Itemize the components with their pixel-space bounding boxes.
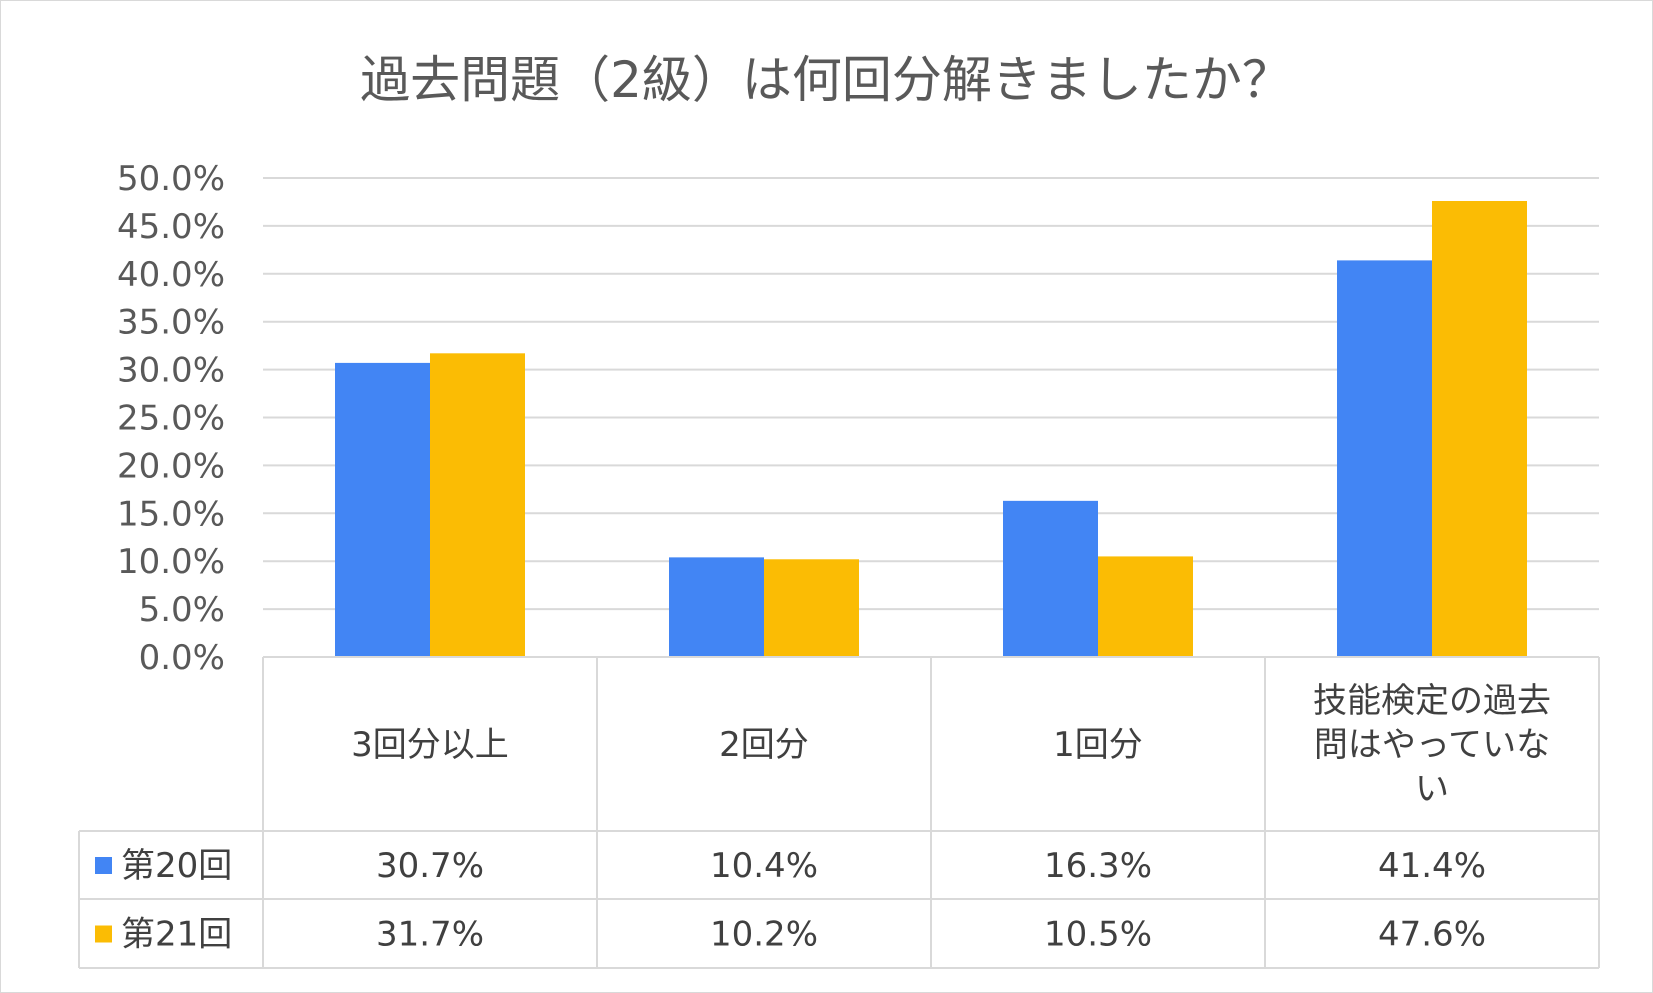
chart-title: 過去問題（2級）は何回分解きましたか？ <box>360 51 1292 109</box>
y-tick-label: 15.0% <box>117 494 225 534</box>
y-tick-label: 40.0% <box>117 255 225 295</box>
bars <box>335 200 1527 657</box>
category-label: い <box>1415 769 1449 809</box>
bar-s20-0 <box>335 362 430 657</box>
category-label: 問はやっていな <box>1314 725 1550 765</box>
category-label: 技能検定の過去 <box>1313 681 1551 721</box>
data-label: 41.4% <box>1378 846 1486 886</box>
data-label: 30.7% <box>376 846 484 886</box>
bar-s20-2 <box>1003 500 1098 657</box>
category-label: 1回分 <box>1053 725 1143 765</box>
y-tick-label: 25.0% <box>117 399 225 439</box>
category-label: 3回分以上 <box>351 725 509 765</box>
bar-s21-0 <box>430 353 525 657</box>
legend-swatch <box>95 857 112 874</box>
data-label: 31.7% <box>376 915 484 955</box>
legend-swatch <box>95 925 112 943</box>
data-label: 47.6% <box>1378 915 1486 955</box>
data-label: 16.3% <box>1044 846 1152 886</box>
y-tick-label: 30.0% <box>117 351 225 391</box>
data-label: 10.4% <box>710 846 818 886</box>
bar-s20-3 <box>1337 260 1432 657</box>
y-tick-label: 50.0% <box>117 159 225 199</box>
data-label: 10.5% <box>1044 915 1152 955</box>
legend-label: 第20回 <box>121 846 232 886</box>
y-tick-label: 10.0% <box>117 542 225 582</box>
bar-s21-2 <box>1098 556 1193 657</box>
y-tick-label: 5.0% <box>139 590 225 630</box>
bar-s21-1 <box>764 559 859 657</box>
y-axis: 0.0% 5.0% 10.0% 15.0% 20.0% 25.0% 30.0% 35.0% 40… <box>117 159 225 678</box>
legend-label: 第21回 <box>121 915 232 955</box>
category-label: 2回分 <box>719 725 809 765</box>
y-tick-label: 35.0% <box>117 303 225 343</box>
y-tick-label: 45.0% <box>117 207 225 247</box>
y-tick-label: 0.0% <box>139 638 225 678</box>
bar-s21-3 <box>1432 200 1527 657</box>
data-label: 10.2% <box>710 915 818 955</box>
y-tick-label: 20.0% <box>117 446 225 486</box>
bar-s20-1 <box>669 557 764 657</box>
